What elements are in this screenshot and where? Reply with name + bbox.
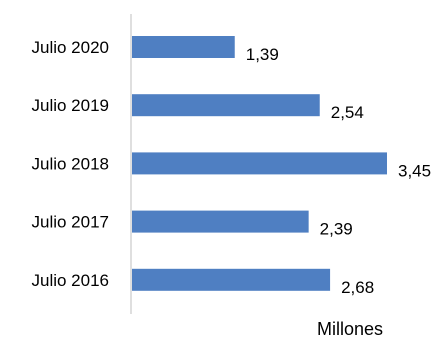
bar-julio-2020 [132,36,235,58]
value-label: 2,39 [320,220,353,239]
unit-label: Millones [317,319,383,339]
category-label: Julio 2018 [31,154,109,173]
value-label: 1,39 [246,45,279,64]
bar-julio-2018 [132,152,387,175]
bars-group: Julio 2020 1,39 Julio 2019 2,54 Julio 2018 3,… [31,36,431,297]
value-label: 3,45 [398,161,431,180]
value-label: 2,54 [331,103,364,122]
bar-julio-2016 [132,268,331,291]
value-label: 2,68 [341,278,374,297]
category-label: Julio 2017 [31,213,109,232]
category-label: Julio 2016 [31,271,109,290]
bar-julio-2019 [132,94,320,117]
category-label: Julio 2020 [31,38,109,57]
bar-julio-2017 [132,210,309,233]
category-label: Julio 2019 [31,96,109,115]
